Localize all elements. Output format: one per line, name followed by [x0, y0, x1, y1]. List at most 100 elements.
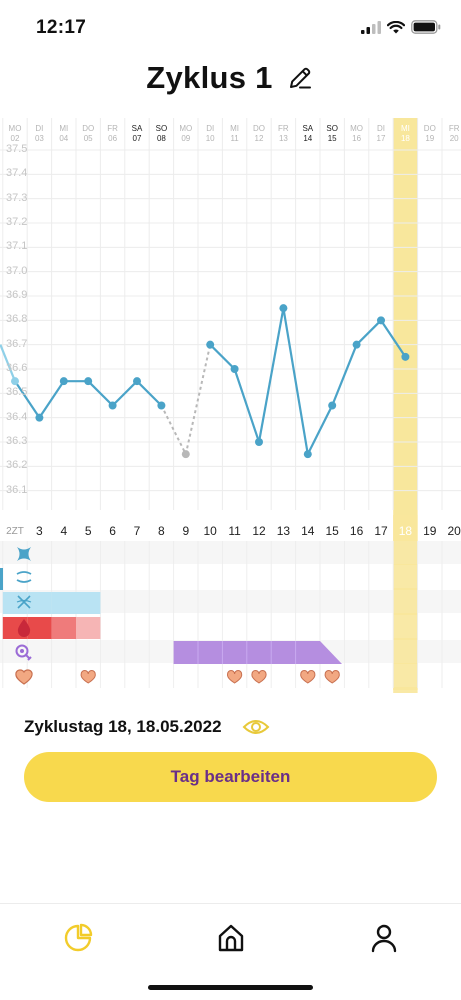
temperature-point: [181, 450, 190, 459]
day-header[interactable]: MO 02: [3, 124, 27, 144]
temperature-point: [84, 377, 93, 386]
temperature-segment: [282, 307, 309, 455]
y-tick-label: 37.1: [6, 240, 28, 253]
nav-profile-button[interactable]: [366, 920, 402, 956]
day-header[interactable]: DO 12: [247, 124, 271, 144]
weekday-label: SO: [155, 124, 168, 133]
cycle-day-number: 17: [374, 524, 388, 538]
day-header[interactable]: DI 03: [27, 124, 51, 144]
date-label: 12: [254, 134, 264, 143]
cervical-cell: [27, 592, 52, 614]
day-header[interactable]: DI 17: [369, 124, 393, 144]
temperature-segment: [257, 307, 285, 443]
temperature-segment: [331, 344, 358, 406]
y-tick-label: 36.2: [6, 459, 28, 472]
date-label: 18: [400, 134, 410, 143]
heart-icon: [12, 666, 36, 688]
temperature-point: [35, 413, 44, 422]
temperature-segment: [306, 405, 334, 455]
temperature-point: [230, 365, 239, 373]
day-header[interactable]: DI 10: [198, 124, 222, 144]
day-header[interactable]: MO 16: [345, 124, 369, 144]
temperature-point: [401, 352, 410, 361]
date-label: 16: [352, 134, 362, 143]
date-label: 04: [59, 134, 69, 143]
cycle-day-number: 5: [84, 524, 92, 538]
y-tick-label: 36.7: [6, 337, 28, 350]
cervical-cell: [51, 592, 76, 614]
day-header[interactable]: SA 14: [296, 124, 320, 144]
temperature-segment: [136, 380, 163, 407]
cycle-day-number: 9: [182, 524, 190, 538]
y-tick-label: 37.3: [6, 191, 28, 204]
temperature-point: [206, 340, 215, 349]
nav-home-button[interactable]: [213, 920, 249, 956]
weekday-label: MO: [179, 124, 193, 133]
temperature-point: [108, 401, 117, 410]
weekday-label: DI: [35, 124, 44, 133]
cervical-mucus-icon: [12, 566, 36, 588]
y-tick-label: 36.8: [6, 313, 28, 326]
heart-marker: [251, 670, 267, 684]
selected-day-highlight-rows: [393, 515, 418, 693]
cycle-day-number: 15: [325, 524, 339, 538]
date-label: 19: [425, 134, 435, 143]
cycle-day-number: 4: [60, 524, 68, 538]
temperature-chart[interactable]: [0, 118, 461, 693]
cycle-day-number: 13: [276, 524, 291, 538]
heart-marker: [80, 670, 96, 684]
y-tick-label: 37.4: [6, 167, 28, 180]
day-header[interactable]: MI 18: [393, 124, 417, 144]
temperature-point: [255, 438, 263, 446]
edit-title-button[interactable]: [285, 63, 315, 93]
day-header[interactable]: FR 13: [271, 124, 295, 144]
temperature-point: [11, 377, 19, 386]
date-label: 17: [376, 134, 386, 143]
day-header[interactable]: SO 08: [149, 124, 173, 144]
temperature-point: [133, 377, 141, 386]
day-header[interactable]: MO 09: [174, 124, 198, 144]
date-label: 03: [34, 134, 44, 143]
cervix-icon: [12, 543, 36, 565]
chart-canvas: [0, 118, 461, 693]
day-header[interactable]: SA 07: [125, 124, 149, 144]
date-label: 05: [83, 134, 93, 143]
date-label: 15: [327, 134, 337, 143]
cervical-cell: [2, 592, 28, 614]
cycle-day-number: 2ZT: [6, 526, 24, 537]
mucus-marker: [0, 568, 3, 590]
day-header[interactable]: SO 15: [320, 124, 344, 144]
temperature-point: [303, 450, 312, 459]
weekday-label: FR: [278, 124, 289, 133]
cycle-day-text: Zyklustag 18, 18.05.2022: [24, 717, 222, 736]
wifi-icon: [387, 20, 405, 33]
day-header[interactable]: FR 20: [442, 124, 461, 144]
cycle-day-number: 3: [36, 524, 43, 538]
track-row: [0, 615, 461, 638]
day-header[interactable]: FR 06: [101, 124, 125, 144]
nav-chart-button[interactable]: [60, 920, 96, 956]
day-header[interactable]: MI 04: [52, 124, 76, 144]
date-label: 02: [10, 134, 20, 143]
temperature-point: [352, 340, 361, 349]
day-header[interactable]: MI 11: [223, 124, 247, 144]
date-label: 09: [181, 134, 191, 143]
weekday-label: FR: [448, 124, 460, 133]
pain-bar: [173, 641, 342, 664]
cervical-cell: [76, 592, 101, 614]
eye-icon[interactable]: [242, 717, 270, 737]
heart-marker: [226, 670, 243, 684]
weekday-label: DI: [377, 124, 385, 133]
date-label: 20: [449, 134, 459, 143]
day-header[interactable]: DO 05: [76, 124, 100, 144]
home-icon: [218, 924, 244, 952]
date-label: 06: [108, 134, 118, 143]
day-header[interactable]: DO 19: [418, 124, 442, 144]
cycle-day-number: 11: [228, 524, 241, 538]
temperature-segment: [233, 368, 261, 443]
weekday-label: MI: [400, 124, 410, 133]
y-tick-label: 37.2: [6, 216, 28, 228]
edit-day-button[interactable]: Tag bearbeiten: [24, 752, 437, 802]
temperature-point: [279, 304, 288, 313]
cycle-day-number: 19: [423, 524, 437, 538]
